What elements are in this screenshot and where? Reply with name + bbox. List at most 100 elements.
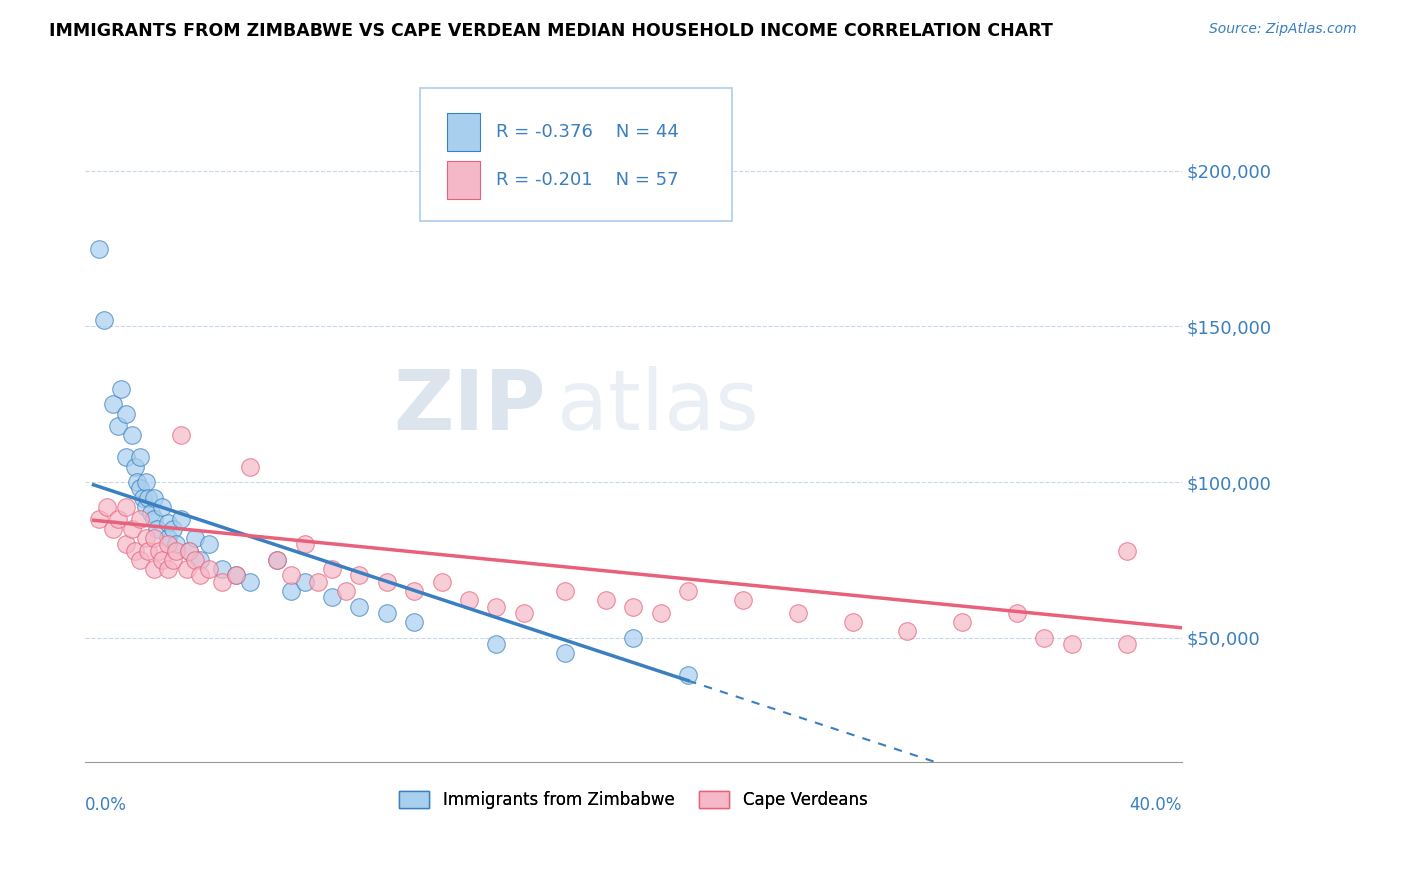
Point (266, 553, 288, 567)
Point (676, 668, 699, 682)
Point (162, 553, 184, 567)
Point (404, 615, 426, 629)
Point (335, 584, 357, 599)
Point (179, 543, 201, 558)
Point (136, 491, 159, 505)
Point (896, 624, 918, 639)
Point (170, 428, 193, 442)
Point (1033, 631, 1056, 645)
Point (239, 459, 262, 474)
Text: R = -0.376    N = 44: R = -0.376 N = 44 (496, 123, 679, 141)
Point (110, 382, 132, 396)
Point (129, 512, 152, 526)
Point (107, 512, 129, 526)
Point (148, 543, 170, 558)
Point (375, 574, 398, 589)
Point (595, 593, 617, 607)
Point (124, 459, 146, 474)
FancyBboxPatch shape (447, 113, 479, 151)
Point (179, 543, 201, 558)
Point (190, 568, 212, 582)
Point (129, 450, 152, 465)
Text: atlas: atlas (557, 366, 758, 447)
Point (349, 599, 371, 614)
Point (225, 568, 247, 582)
Point (115, 537, 138, 551)
Point (96, 500, 118, 514)
Point (142, 531, 165, 545)
Point (321, 591, 343, 605)
Point (184, 531, 207, 545)
Point (121, 522, 143, 536)
Point (266, 553, 288, 567)
Point (129, 481, 152, 495)
Point (786, 606, 808, 620)
Point (1060, 637, 1083, 651)
Point (129, 553, 152, 567)
Point (145, 522, 167, 536)
Point (190, 553, 212, 567)
Point (176, 562, 198, 576)
Point (170, 512, 193, 526)
Point (513, 606, 536, 620)
Point (162, 522, 184, 536)
Text: Source: ZipAtlas.com: Source: ZipAtlas.com (1209, 22, 1357, 37)
Point (307, 574, 329, 589)
Point (211, 574, 233, 589)
Point (150, 553, 173, 567)
Point (404, 584, 426, 599)
Point (485, 637, 508, 651)
Point (115, 500, 138, 514)
Point (101, 397, 124, 411)
Text: ZIP: ZIP (394, 366, 546, 447)
Point (554, 646, 576, 660)
Point (156, 537, 179, 551)
Point (294, 574, 316, 589)
Point (127, 475, 149, 489)
Point (156, 531, 179, 545)
Point (136, 543, 159, 558)
Point (280, 584, 302, 599)
Point (321, 562, 343, 576)
Point (1115, 543, 1137, 558)
Point (150, 500, 173, 514)
Point (375, 606, 398, 620)
Point (621, 631, 644, 645)
Point (621, 599, 644, 614)
Point (554, 584, 576, 599)
Point (135, 531, 157, 545)
Point (349, 568, 371, 582)
Point (1005, 606, 1028, 620)
Point (458, 593, 481, 607)
Point (132, 491, 155, 505)
Point (211, 562, 233, 576)
Text: 40.0%: 40.0% (1129, 797, 1181, 814)
FancyBboxPatch shape (447, 161, 479, 199)
Point (156, 516, 179, 530)
Legend: Immigrants from Zimbabwe, Cape Verdeans: Immigrants from Zimbabwe, Cape Verdeans (392, 784, 875, 815)
Point (239, 574, 262, 589)
Point (142, 512, 165, 526)
Point (184, 553, 207, 567)
Point (87, 242, 110, 256)
Point (225, 568, 247, 582)
Point (135, 475, 157, 489)
Point (950, 615, 973, 629)
Point (115, 407, 138, 421)
Point (1115, 637, 1137, 651)
Point (156, 562, 179, 576)
Point (294, 537, 316, 551)
Point (124, 543, 146, 558)
Point (142, 491, 165, 505)
Point (165, 543, 187, 558)
Point (93, 313, 115, 327)
Point (841, 615, 863, 629)
Point (142, 562, 165, 576)
Point (197, 537, 219, 551)
Point (139, 506, 162, 520)
Text: R = -0.201    N = 57: R = -0.201 N = 57 (496, 171, 679, 189)
Point (87, 512, 110, 526)
Text: 0.0%: 0.0% (86, 797, 127, 814)
Point (107, 419, 129, 434)
Point (135, 500, 157, 514)
